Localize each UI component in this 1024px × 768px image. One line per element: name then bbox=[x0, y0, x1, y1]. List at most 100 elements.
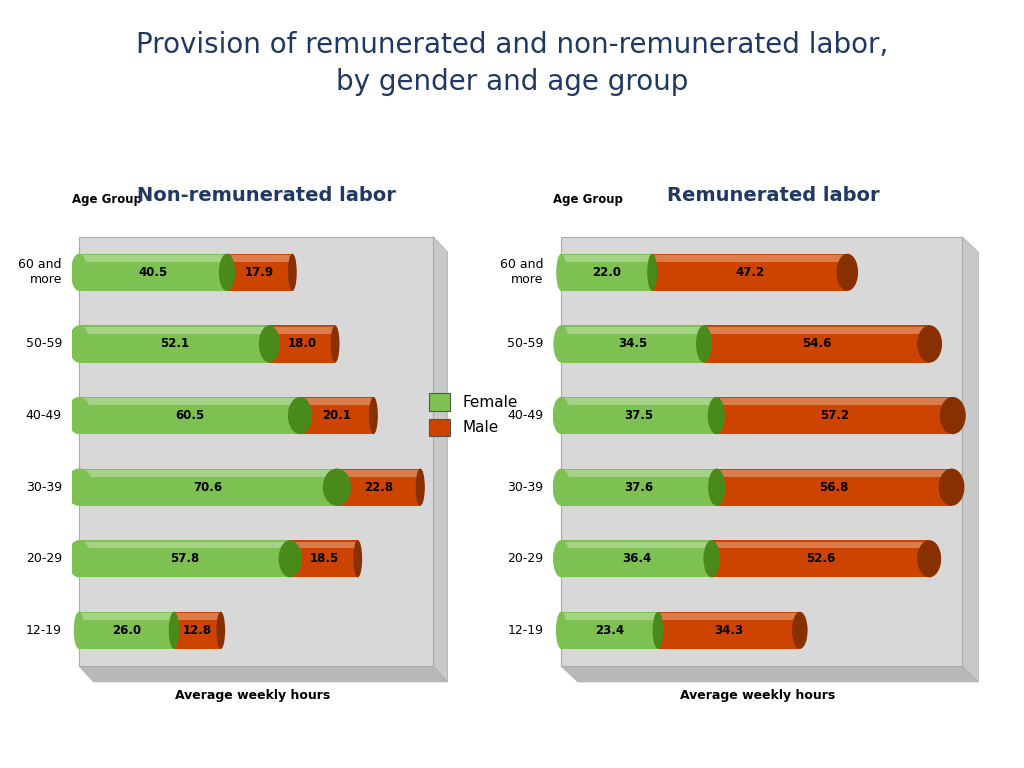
Bar bbox=[561, 255, 652, 262]
Ellipse shape bbox=[288, 397, 312, 434]
Bar bbox=[703, 327, 930, 333]
Polygon shape bbox=[79, 666, 447, 682]
Ellipse shape bbox=[288, 253, 297, 291]
Bar bbox=[561, 327, 703, 333]
Bar bbox=[227, 255, 293, 262]
Bar bbox=[337, 470, 420, 477]
Text: 57.2: 57.2 bbox=[820, 409, 849, 422]
Text: 12.8: 12.8 bbox=[183, 624, 212, 637]
Bar bbox=[79, 612, 174, 649]
Ellipse shape bbox=[68, 540, 90, 578]
Ellipse shape bbox=[708, 397, 725, 434]
Ellipse shape bbox=[67, 397, 91, 434]
Ellipse shape bbox=[71, 253, 87, 291]
Ellipse shape bbox=[556, 612, 566, 649]
Ellipse shape bbox=[259, 326, 280, 362]
Bar bbox=[227, 253, 293, 291]
Bar bbox=[712, 541, 929, 548]
Ellipse shape bbox=[556, 253, 566, 291]
Text: 40.5: 40.5 bbox=[138, 266, 168, 279]
Bar bbox=[79, 613, 174, 620]
Ellipse shape bbox=[553, 326, 569, 362]
Text: 22.8: 22.8 bbox=[364, 481, 393, 494]
Text: Provision of remunerated and non-remunerated labor,
by gender and age group: Provision of remunerated and non-remuner… bbox=[136, 31, 888, 95]
Ellipse shape bbox=[939, 468, 965, 506]
Bar bbox=[79, 327, 269, 333]
Text: Average weekly hours: Average weekly hours bbox=[175, 689, 330, 702]
Bar bbox=[561, 541, 712, 548]
Bar bbox=[269, 327, 335, 333]
Bar bbox=[652, 255, 847, 262]
Polygon shape bbox=[962, 237, 978, 682]
Bar bbox=[561, 468, 717, 506]
Text: Average weekly hours: Average weekly hours bbox=[680, 689, 836, 702]
Ellipse shape bbox=[553, 397, 569, 434]
Ellipse shape bbox=[696, 326, 712, 362]
Ellipse shape bbox=[69, 326, 89, 362]
Text: 47.2: 47.2 bbox=[735, 266, 764, 279]
Bar bbox=[174, 613, 221, 620]
Text: 57.8: 57.8 bbox=[170, 552, 200, 565]
Title: Remunerated labor: Remunerated labor bbox=[667, 186, 880, 205]
Text: 20.1: 20.1 bbox=[323, 409, 351, 422]
Bar bbox=[717, 468, 951, 506]
Bar bbox=[79, 326, 269, 362]
Bar bbox=[337, 468, 420, 506]
Ellipse shape bbox=[369, 397, 378, 434]
Bar bbox=[712, 540, 929, 578]
Bar bbox=[290, 541, 357, 548]
Ellipse shape bbox=[647, 253, 657, 291]
Ellipse shape bbox=[553, 468, 569, 506]
Text: 18.5: 18.5 bbox=[309, 552, 339, 565]
Bar bbox=[79, 253, 227, 291]
Ellipse shape bbox=[709, 468, 725, 506]
Text: 52.1: 52.1 bbox=[160, 337, 188, 350]
Ellipse shape bbox=[169, 612, 179, 649]
Ellipse shape bbox=[837, 253, 858, 291]
Bar bbox=[561, 613, 658, 620]
Ellipse shape bbox=[792, 612, 808, 649]
Bar bbox=[79, 255, 227, 262]
Bar bbox=[300, 397, 374, 434]
Bar bbox=[290, 540, 357, 578]
Bar bbox=[79, 399, 300, 405]
Bar bbox=[79, 540, 290, 578]
Ellipse shape bbox=[416, 468, 425, 506]
Bar bbox=[79, 397, 300, 434]
Ellipse shape bbox=[553, 540, 569, 578]
Bar bbox=[716, 397, 952, 434]
Ellipse shape bbox=[918, 326, 942, 362]
Bar bbox=[561, 399, 716, 405]
Bar bbox=[269, 326, 335, 362]
Bar bbox=[300, 399, 374, 405]
Polygon shape bbox=[433, 237, 447, 682]
Bar bbox=[561, 326, 703, 362]
Ellipse shape bbox=[652, 612, 664, 649]
Ellipse shape bbox=[940, 397, 966, 434]
Ellipse shape bbox=[331, 326, 340, 362]
Bar bbox=[79, 541, 290, 548]
Text: 56.8: 56.8 bbox=[819, 481, 849, 494]
Bar bbox=[561, 612, 658, 649]
Bar bbox=[561, 253, 652, 291]
Text: 23.4: 23.4 bbox=[595, 624, 625, 637]
Text: 17.9: 17.9 bbox=[245, 266, 274, 279]
Ellipse shape bbox=[279, 540, 302, 578]
Bar bbox=[561, 470, 717, 477]
Text: Age Group: Age Group bbox=[553, 194, 623, 207]
Ellipse shape bbox=[219, 253, 236, 291]
Ellipse shape bbox=[74, 612, 84, 649]
Bar bbox=[658, 612, 800, 649]
Text: 52.6: 52.6 bbox=[806, 552, 836, 565]
Ellipse shape bbox=[703, 540, 720, 578]
Ellipse shape bbox=[323, 468, 351, 506]
Text: 37.5: 37.5 bbox=[625, 409, 653, 422]
Text: 34.3: 34.3 bbox=[715, 624, 743, 637]
Text: 54.6: 54.6 bbox=[802, 337, 831, 350]
Text: 60.5: 60.5 bbox=[175, 409, 204, 422]
Bar bbox=[79, 470, 337, 477]
Text: 37.6: 37.6 bbox=[625, 481, 653, 494]
Text: 34.5: 34.5 bbox=[617, 337, 647, 350]
Text: 36.4: 36.4 bbox=[622, 552, 651, 565]
Ellipse shape bbox=[216, 612, 225, 649]
